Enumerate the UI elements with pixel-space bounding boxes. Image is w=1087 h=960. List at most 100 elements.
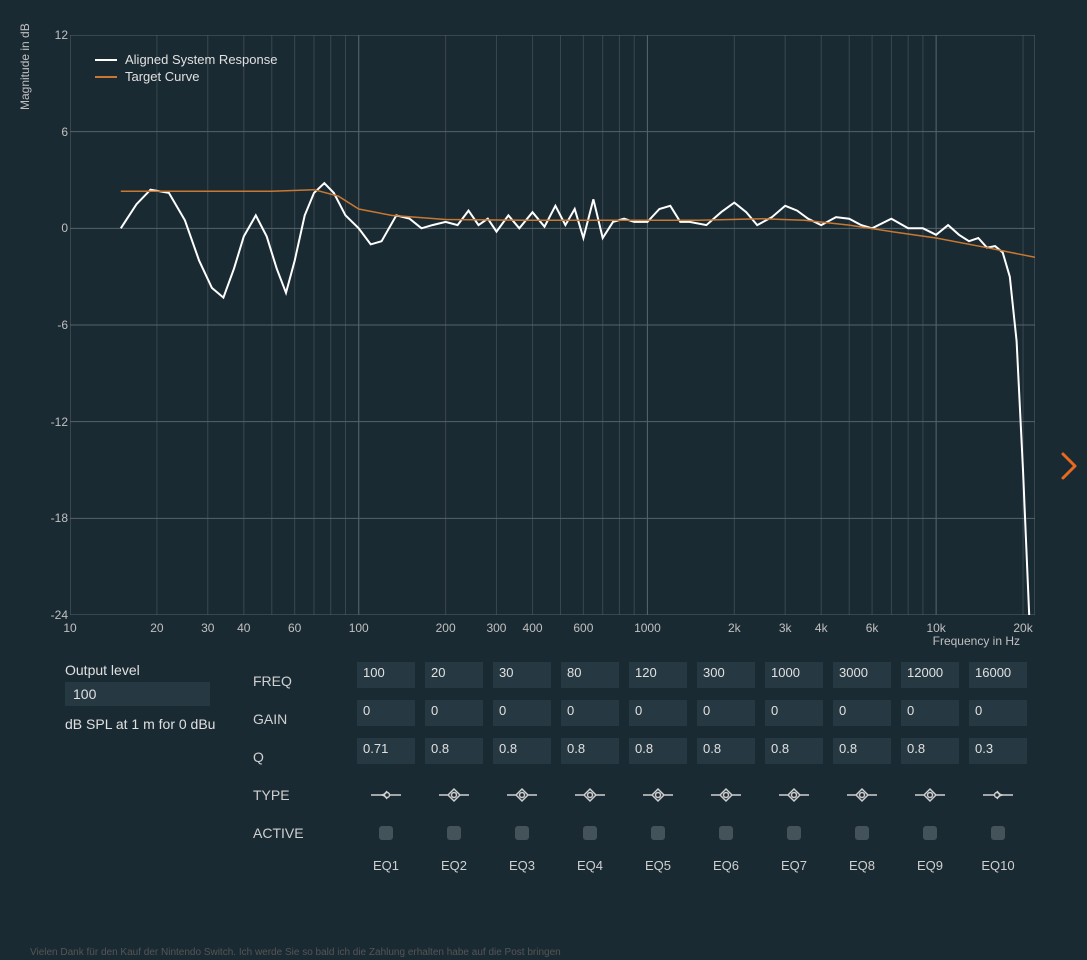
ytick: -24 [40,608,68,622]
eq-column-5: 120 0 0.8 EQ5 [629,662,687,873]
eq-column-10: 16000 0 0.3 EQ10 [969,662,1027,873]
output-level-input[interactable]: 100 [65,682,210,706]
xtick: 400 [523,621,543,635]
eq-type-selector[interactable] [913,776,947,814]
eq-type-selector[interactable] [573,776,607,814]
xtick: 6k [866,621,879,635]
row-label-type: TYPE [253,776,337,814]
eq-band-label: EQ2 [441,858,467,873]
eq-q-input[interactable]: 0.8 [833,738,891,764]
eq-band-label: EQ9 [917,858,943,873]
eq-type-selector[interactable] [845,776,879,814]
eq-active-checkbox[interactable] [651,814,665,852]
eq-freq-input[interactable]: 80 [561,662,619,688]
xtick: 4k [815,621,828,635]
chart-plot-area [70,35,1035,615]
eq-column-4: 80 0 0.8 EQ4 [561,662,619,873]
row-label-freq: FREQ [253,662,337,700]
xtick: 1000 [634,621,661,635]
xtick: 2k [728,621,741,635]
eq-gain-input[interactable]: 0 [629,700,687,726]
eq-freq-input[interactable]: 16000 [969,662,1027,688]
xtick: 3k [779,621,792,635]
frequency-response-chart: Magnitude in dB Frequency in Hz 1260-6-1… [10,10,1035,650]
eq-type-selector[interactable] [981,776,1015,814]
eq-active-checkbox[interactable] [991,814,1005,852]
eq-type-selector[interactable] [777,776,811,814]
eq-freq-input[interactable]: 120 [629,662,687,688]
eq-gain-input[interactable]: 0 [425,700,483,726]
eq-active-checkbox[interactable] [515,814,529,852]
eq-column-3: 30 0 0.8 EQ3 [493,662,551,873]
eq-freq-input[interactable]: 1000 [765,662,823,688]
eq-q-input[interactable]: 0.8 [629,738,687,764]
eq-q-input[interactable]: 0.71 [357,738,415,764]
eq-freq-input[interactable]: 300 [697,662,755,688]
eq-active-checkbox[interactable] [447,814,461,852]
eq-q-input[interactable]: 0.8 [493,738,551,764]
eq-gain-input[interactable]: 0 [901,700,959,726]
eq-freq-input[interactable]: 12000 [901,662,959,688]
eq-gain-input[interactable]: 0 [493,700,551,726]
eq-q-input[interactable]: 0.3 [969,738,1027,764]
eq-type-selector[interactable] [369,776,403,814]
legend-label-target: Target Curve [125,69,199,84]
y-axis-label: Magnitude in dB [18,23,32,110]
eq-active-checkbox[interactable] [923,814,937,852]
eq-type-selector[interactable] [437,776,471,814]
output-level-unit: dB SPL at 1 m for 0 dBu [65,716,233,732]
eq-freq-input[interactable]: 3000 [833,662,891,688]
eq-q-input[interactable]: 0.8 [425,738,483,764]
eq-gain-input[interactable]: 0 [697,700,755,726]
eq-gain-input[interactable]: 0 [969,700,1027,726]
eq-gain-input[interactable]: 0 [357,700,415,726]
eq-q-input[interactable]: 0.8 [561,738,619,764]
eq-band-label: EQ1 [373,858,399,873]
footer-text: Vielen Dank für den Kauf der Nintendo Sw… [30,947,561,958]
eq-type-selector[interactable] [709,776,743,814]
eq-q-input[interactable]: 0.8 [697,738,755,764]
legend-swatch-target [95,76,117,78]
eq-column-2: 20 0 0.8 EQ2 [425,662,483,873]
row-label-q: Q [253,738,337,776]
eq-active-checkbox[interactable] [855,814,869,852]
eq-column-1: 100 0 0.71 EQ1 [357,662,415,873]
eq-type-selector[interactable] [641,776,675,814]
expand-right-icon[interactable] [1059,450,1081,487]
eq-column-6: 30000.8EQ6 [697,662,755,873]
eq-band-label: EQ10 [981,858,1014,873]
ytick: -6 [40,318,68,332]
eq-active-checkbox[interactable] [787,814,801,852]
xtick: 20 [150,621,163,635]
eq-column-8: 3000 0 0.8 EQ8 [833,662,891,873]
x-axis-label: Frequency in Hz [933,634,1020,648]
ytick: 6 [40,125,68,139]
eq-active-checkbox[interactable] [583,814,597,852]
ytick: 0 [40,221,68,235]
xtick: 600 [573,621,593,635]
eq-band-label: EQ4 [577,858,603,873]
eq-band-label: EQ3 [509,858,535,873]
xtick: 100 [349,621,369,635]
xtick: 20k [1013,621,1032,635]
eq-freq-input[interactable]: 20 [425,662,483,688]
eq-type-selector[interactable] [505,776,539,814]
xtick: 60 [288,621,301,635]
xtick: 200 [436,621,456,635]
eq-band-label: EQ8 [849,858,875,873]
eq-active-checkbox[interactable] [719,814,733,852]
eq-gain-input[interactable]: 0 [833,700,891,726]
xtick: 10k [926,621,945,635]
eq-gain-input[interactable]: 0 [765,700,823,726]
legend-label-response: Aligned System Response [125,52,277,67]
eq-q-input[interactable]: 0.8 [901,738,959,764]
ytick: 12 [40,28,68,42]
eq-freq-input[interactable]: 30 [493,662,551,688]
eq-band-label: EQ5 [645,858,671,873]
row-label-gain: GAIN [253,700,337,738]
eq-freq-input[interactable]: 100 [357,662,415,688]
row-label-active: ACTIVE [253,814,337,852]
eq-active-checkbox[interactable] [379,814,393,852]
eq-q-input[interactable]: 0.8 [765,738,823,764]
eq-gain-input[interactable]: 0 [561,700,619,726]
